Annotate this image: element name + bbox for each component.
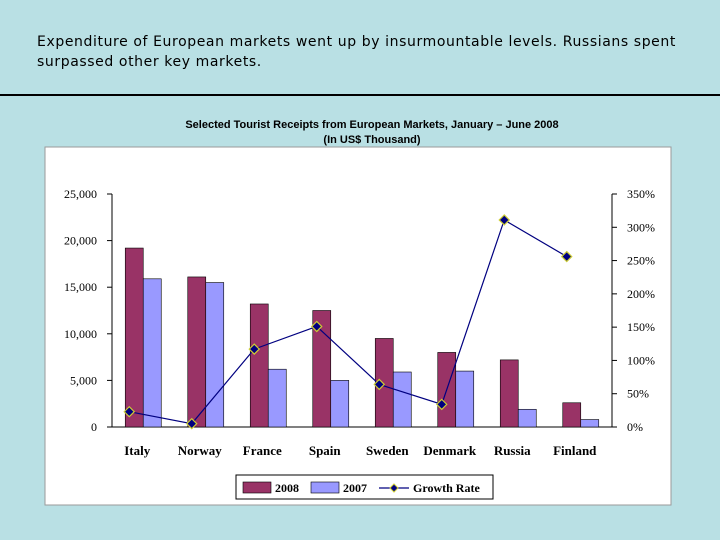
growth-rate-point bbox=[373, 378, 386, 391]
chart-title: Selected Tourist Receipts from European … bbox=[185, 119, 559, 131]
category-label: Italy bbox=[124, 443, 151, 458]
y-right-tick-label: 200% bbox=[627, 287, 655, 301]
growth-rate-point bbox=[560, 250, 573, 263]
bar-2007 bbox=[517, 408, 537, 428]
category-label: France bbox=[243, 443, 282, 458]
y-left-tick-label: 10,000 bbox=[64, 327, 97, 341]
category-label: Norway bbox=[178, 443, 223, 458]
y-right-tick-label: 250% bbox=[627, 254, 655, 268]
bar-2007 bbox=[580, 419, 600, 428]
growth-rate-point bbox=[310, 320, 323, 333]
growth-rate-point bbox=[498, 214, 511, 226]
legend-marker bbox=[389, 483, 399, 493]
growth-rate-point bbox=[248, 343, 261, 355]
bar-2008 bbox=[499, 359, 519, 428]
bar-2007 bbox=[330, 380, 350, 428]
chart-title-block: Selected Tourist Receipts from European … bbox=[100, 118, 644, 148]
bar-2008 bbox=[249, 303, 269, 428]
y-right-tick-label: 300% bbox=[627, 220, 655, 234]
headline-divider bbox=[0, 94, 720, 96]
chart-subtitle: (In US$ Thousand) bbox=[323, 134, 421, 146]
bar-2008 bbox=[312, 310, 332, 428]
category-label: Spain bbox=[309, 443, 342, 458]
category-label: Russia bbox=[494, 443, 531, 458]
category-label: Denmark bbox=[423, 443, 476, 458]
y-right-tick-label: 0% bbox=[627, 420, 643, 434]
legend-label-2007: 2007 bbox=[343, 481, 367, 495]
y-right-tick-label: 50% bbox=[627, 387, 649, 401]
y-left-tick-label: 20,000 bbox=[64, 234, 97, 248]
y-left-tick-label: 5,000 bbox=[70, 373, 97, 387]
chart-area bbox=[44, 146, 672, 506]
y-left-tick-label: 15,000 bbox=[64, 280, 97, 294]
bar-2007 bbox=[267, 368, 287, 428]
category-label: Sweden bbox=[366, 443, 409, 458]
legend-label-growth-rate: Growth Rate bbox=[413, 481, 480, 495]
bar-2007 bbox=[205, 282, 225, 428]
y-left-tick-label: 25,000 bbox=[64, 187, 97, 201]
y-right-tick-label: 150% bbox=[627, 320, 655, 334]
bar-2007 bbox=[455, 370, 475, 428]
category-label: Finland bbox=[553, 443, 597, 458]
legend-swatch-2007 bbox=[310, 481, 340, 494]
growth-rate-line bbox=[129, 219, 568, 425]
growth-rate-point bbox=[435, 398, 448, 411]
growth-rate-point bbox=[123, 405, 136, 418]
y-right-tick-label: 350% bbox=[627, 187, 655, 201]
legend-swatch-2008 bbox=[242, 481, 272, 494]
bar-2008 bbox=[187, 276, 207, 428]
bar-2008 bbox=[124, 247, 144, 428]
slide-headline: Expenditure of European markets went up … bbox=[37, 34, 676, 70]
bar-2007 bbox=[392, 371, 412, 428]
legend-box bbox=[235, 474, 494, 500]
legend-label-2008: 2008 bbox=[275, 481, 299, 495]
y-left-tick-label: 0 bbox=[91, 420, 97, 434]
bar-2008 bbox=[562, 402, 582, 428]
y-right-tick-label: 100% bbox=[627, 353, 655, 367]
bar-2007 bbox=[142, 278, 162, 428]
growth-rate-point bbox=[185, 417, 198, 430]
